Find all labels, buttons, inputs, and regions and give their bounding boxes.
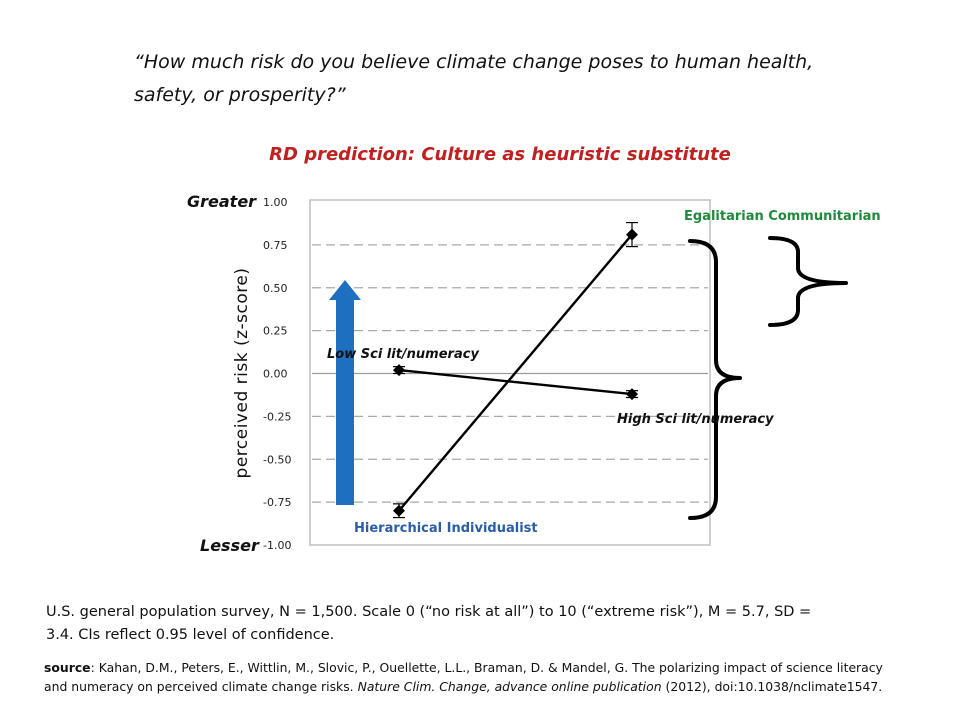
footnote: U.S. general population survey, N = 1,50… xyxy=(46,604,812,643)
source-text-a: : Kahan, D.M., Peters, E., Wittlin, M., … xyxy=(44,660,883,694)
gridlines xyxy=(312,244,708,503)
lesser-label: Lesser xyxy=(200,536,259,555)
y-tick-label: 0.00 xyxy=(263,368,288,381)
data-point xyxy=(393,504,405,517)
series-line xyxy=(398,233,633,512)
chart-title: RD prediction: Culture as heuristic subs… xyxy=(269,144,731,165)
y-tick-label: -0.50 xyxy=(263,453,291,466)
y-tick-label: 1.00 xyxy=(263,196,288,209)
small-brace-icon xyxy=(768,236,848,327)
high-sci-lit-label: High Sci lit/numeracy xyxy=(617,412,774,427)
plot-frame xyxy=(309,199,711,546)
up-arrow-shaft xyxy=(336,300,354,505)
y-tick-label: 0.75 xyxy=(263,239,288,252)
data-point xyxy=(626,228,638,241)
y-tick-labels: 1.00 0.75 0.50 0.25 0.00 -0.25 -0.50 -0.75 -1.00 xyxy=(263,196,291,552)
up-arrow-icon xyxy=(329,280,361,505)
up-arrow-head xyxy=(329,280,361,300)
greater-label: Greater xyxy=(187,192,257,211)
brace-icon xyxy=(688,236,848,520)
y-tick-label: -0.75 xyxy=(263,496,291,509)
source-label: source xyxy=(44,660,91,675)
y-tick-label: 0.25 xyxy=(263,325,288,338)
series-layer xyxy=(393,221,638,519)
survey-question: “How much risk do you believe climate ch… xyxy=(134,51,814,106)
data-point xyxy=(393,364,405,377)
y-tick-label: -0.25 xyxy=(263,410,291,423)
source-citation: source: Kahan, D.M., Peters, E., Wittlin… xyxy=(44,658,904,696)
egalitarian-communitarian-label: Egalitarian Communitarian xyxy=(684,209,881,224)
low-sci-lit-label: Low Sci lit/numeracy xyxy=(327,347,479,362)
y-tick-label: 0.50 xyxy=(263,282,288,295)
y-tick-label: -1.00 xyxy=(263,539,291,552)
source-text-b: (2012), doi:10.1038/nclimate1547. xyxy=(661,679,883,694)
source-journal: Nature Clim. Change, advance online publ… xyxy=(357,679,662,694)
large-brace-icon xyxy=(688,239,742,520)
series-line xyxy=(398,368,633,396)
data-point xyxy=(626,388,638,401)
hierarchical-individualist-label: Hierarchical Individualist xyxy=(354,521,538,536)
